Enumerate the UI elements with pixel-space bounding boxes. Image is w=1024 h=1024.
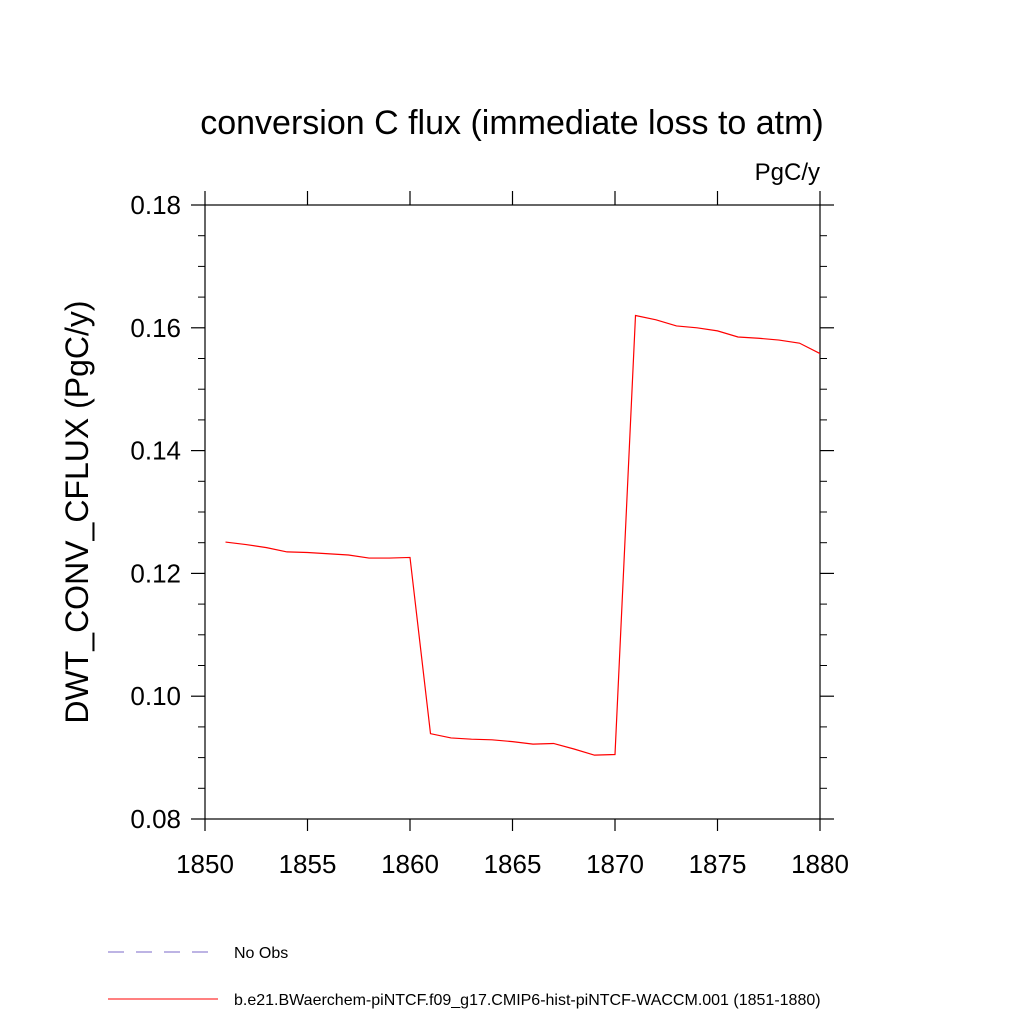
chart-title: conversion C flux (immediate loss to atm…	[200, 104, 824, 142]
legend-entry: b.e21.BWaerchem-piNTCF.f09_g17.CMIP6-his…	[234, 992, 821, 1009]
units-label: PgC/y	[755, 159, 820, 186]
y-tick-label: 0.12	[130, 558, 181, 588]
axis-ticks: 1850 1855 1860 1865 1870 1875 1880 0.08 0.10 0.12…	[130, 190, 849, 879]
y-tick-label: 0.16	[130, 313, 181, 343]
x-tick-label: 1860	[381, 849, 439, 879]
y-axis-label: DWT_CONV_CFLUX (PgC/y)	[59, 300, 95, 723]
series-line	[225, 314, 821, 756]
legend: No Obs b.e21.BWaerchem-piNTCF.f09_g17.CMI…	[108, 945, 821, 1009]
x-tick-label: 1880	[791, 849, 849, 879]
plot-frame	[204, 204, 821, 820]
x-tick-label: 1855	[279, 849, 337, 879]
series-layer	[225, 314, 821, 756]
legend-entry: No Obs	[234, 945, 288, 962]
x-tick-label: 1850	[176, 849, 234, 879]
y-tick-label: 0.08	[130, 804, 181, 834]
y-tick-label: 0.14	[130, 436, 181, 466]
x-tick-label: 1875	[689, 849, 747, 879]
x-tick-label: 1865	[484, 849, 542, 879]
x-tick-label: 1870	[586, 849, 644, 879]
y-tick-label: 0.10	[130, 681, 181, 711]
y-tick-label: 0.18	[130, 190, 181, 220]
